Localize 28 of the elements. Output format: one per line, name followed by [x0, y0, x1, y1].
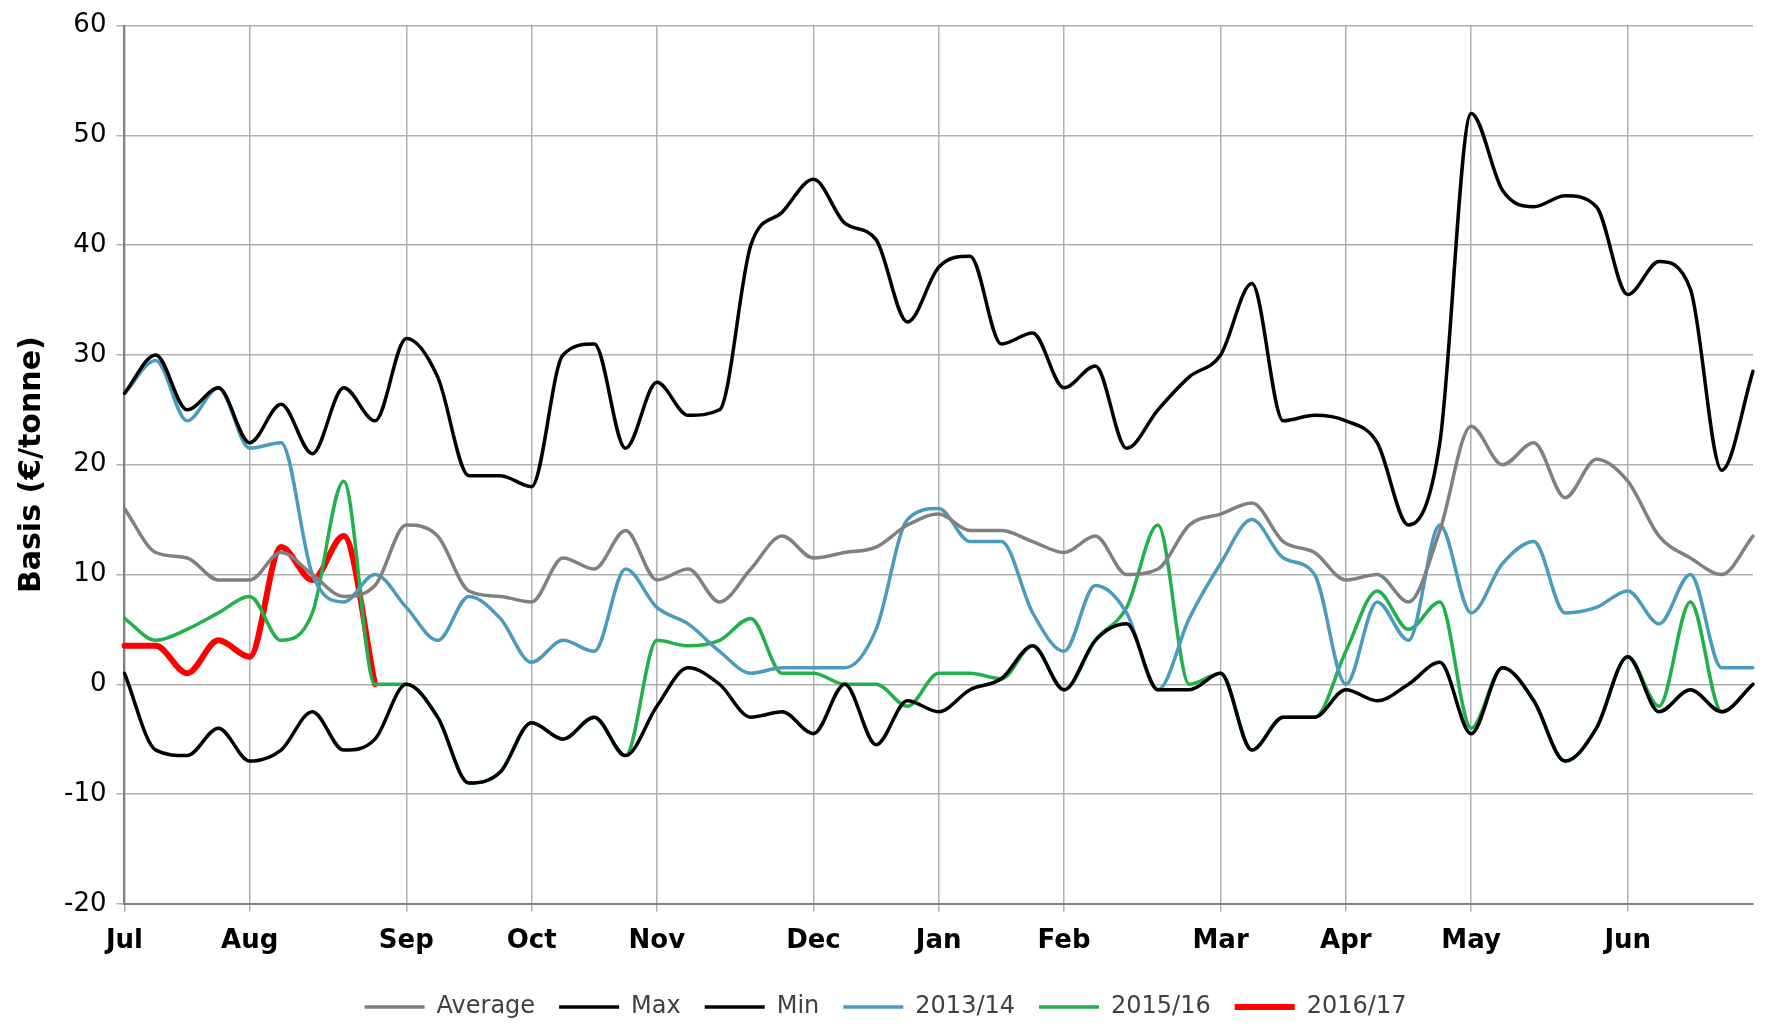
x-tick-label: Nov [628, 924, 686, 955]
x-tick-label: Oct [506, 924, 557, 955]
legend-label: 2015/16 [1111, 991, 1211, 1020]
x-tick-label: Feb [1037, 924, 1091, 955]
y-tick-label: 60 [73, 8, 107, 39]
legend-label: Min [776, 991, 820, 1020]
y-tick-label: 50 [73, 118, 107, 149]
y-tick-label: 0 [89, 667, 107, 697]
y-tick-label: 20 [73, 447, 107, 478]
legend-label: Max [631, 991, 681, 1020]
x-tick-label: Jul [103, 924, 144, 955]
x-tick-label: Jan [913, 924, 962, 955]
legend-label: 2016/17 [1306, 991, 1407, 1020]
legend-label: 2013/14 [915, 991, 1016, 1020]
x-tick-label: Dec [786, 924, 841, 955]
x-tick-label: Jun [1602, 924, 1652, 955]
legend-label: Average [436, 991, 536, 1020]
x-tick-label: May [1441, 924, 1501, 955]
x-tick-label: Apr [1320, 924, 1372, 955]
y-tick-label: 40 [73, 227, 107, 258]
x-tick-label: Sep [378, 924, 434, 955]
y-tick-label: -10 [64, 776, 107, 807]
x-tick-label: Mar [1192, 924, 1249, 955]
x-tick-label: Aug [221, 924, 279, 955]
y-axis-title: Basis (€/tonne) [11, 336, 47, 594]
y-tick-label: 30 [73, 337, 107, 368]
y-tick-label: 10 [73, 557, 107, 588]
y-tick-label: -20 [64, 886, 107, 917]
